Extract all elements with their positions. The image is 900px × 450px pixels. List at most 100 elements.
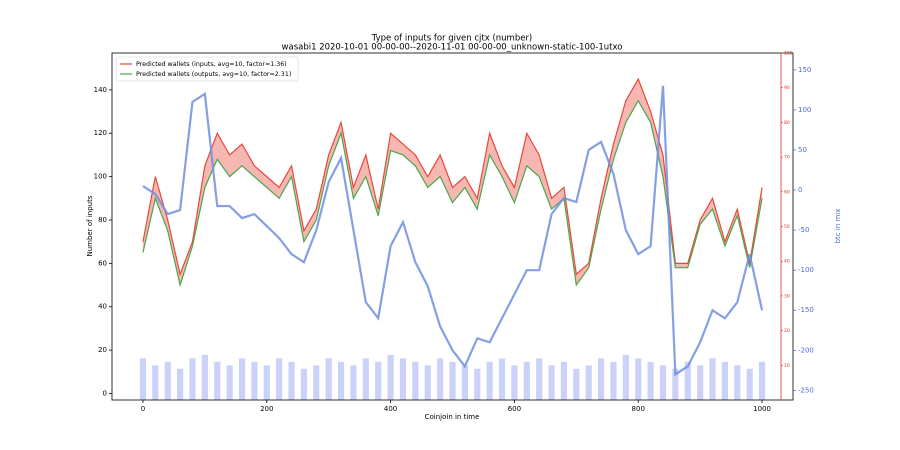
y3-tick-label: 50	[784, 224, 790, 230]
background-bar	[288, 361, 295, 400]
background-bar	[399, 358, 407, 400]
fill-between	[303, 209, 317, 242]
background-bar	[139, 358, 147, 400]
y3-tick-label: 40	[784, 259, 790, 265]
y3-tick-label: 30	[784, 293, 790, 299]
x-tick-label: 200	[260, 405, 273, 413]
fill-between	[217, 133, 230, 177]
y3-tick-label: 70	[784, 155, 790, 161]
background-bar	[424, 365, 431, 400]
y-tick-label: 20	[98, 346, 107, 354]
fill-between	[576, 263, 589, 286]
background-bar	[449, 361, 456, 400]
fill-between	[415, 154, 428, 188]
background-bar	[412, 361, 419, 400]
background-bar	[251, 361, 258, 400]
background-bar	[597, 358, 605, 400]
fill-between	[452, 176, 465, 203]
background-bar	[622, 354, 629, 400]
plot-frame	[111, 52, 794, 401]
fill-between	[390, 133, 403, 155]
fill-between	[353, 154, 366, 199]
fill-between	[489, 133, 503, 177]
x-tick-label: 600	[508, 405, 521, 413]
background-bar	[474, 368, 481, 400]
chart-subtitle: wasabi1 2020-10-01 00-00-00--2020-11-01 …	[282, 43, 623, 53]
y-tick-label: 60	[98, 259, 107, 267]
fill-between	[440, 154, 453, 203]
background-bar	[214, 361, 221, 400]
y3-tick-label: 80	[784, 120, 790, 126]
series-line	[142, 85, 764, 377]
fill-between	[464, 176, 478, 210]
background-bar	[635, 358, 642, 400]
y2-tick-label: 50	[798, 146, 807, 154]
background-bar	[746, 368, 753, 400]
background-bar	[276, 358, 283, 400]
x-tick-label: 800	[632, 405, 645, 413]
fill-between	[316, 154, 329, 220]
y-tick-label: 140	[94, 86, 107, 94]
background-bar	[177, 368, 184, 400]
fill-between	[514, 133, 527, 203]
x-axis-label: Coinjoin in time	[425, 413, 480, 421]
x-tick-label: 1000	[753, 405, 771, 413]
fill-between	[266, 176, 280, 199]
background-bar	[511, 365, 518, 400]
legend-label: Predicted wallets (inputs, avg=10, facto…	[136, 61, 287, 68]
fill-between	[402, 144, 416, 166]
background-bar	[350, 365, 357, 400]
y2-tick-label: 150	[798, 66, 811, 74]
background-bar	[375, 361, 382, 400]
y-tick-label: 100	[94, 173, 107, 181]
y2-tick-label: 100	[798, 106, 811, 114]
background-bar	[684, 361, 691, 400]
background-bar	[152, 365, 159, 400]
legend-box	[115, 56, 299, 82]
fill-between	[279, 165, 292, 199]
background-bar	[573, 368, 580, 400]
fill-between	[625, 79, 639, 123]
background-bar	[226, 365, 233, 400]
background-bar	[189, 358, 196, 400]
fill-between	[502, 165, 515, 203]
y2-tick-label: -50	[798, 226, 809, 234]
fill-between	[551, 187, 564, 210]
x-tick-label: 400	[384, 405, 397, 413]
background-bar	[585, 365, 592, 400]
background-bar	[548, 365, 555, 400]
y2-tick-label: -200	[798, 346, 814, 354]
background-bar	[201, 354, 208, 400]
background-bar	[610, 361, 617, 400]
y-tick-label: 0	[103, 389, 107, 397]
background-bar	[647, 361, 654, 400]
fill-between	[675, 263, 688, 268]
x-tick-label: 0	[141, 405, 145, 413]
legend: Predicted wallets (inputs, avg=10, facto…	[115, 56, 299, 82]
background-bar	[362, 358, 369, 400]
fill-between	[638, 79, 651, 123]
y-tick-label: 120	[94, 129, 107, 137]
y3-tick-label: 60	[784, 189, 790, 195]
background-bar	[709, 358, 716, 400]
background-bar	[461, 365, 468, 400]
background-bar	[325, 358, 332, 400]
fill-between	[650, 111, 663, 177]
y3-tick-label: 20	[784, 328, 790, 334]
legend-label: Predicted wallets (outputs, avg=10, fact…	[136, 71, 291, 78]
background-bar	[337, 361, 345, 400]
background-bar	[498, 358, 506, 400]
chart-title: Type of inputs for given cjtx (number)	[371, 34, 533, 44]
y3-tick-label: 100	[784, 51, 793, 57]
background-bar	[437, 358, 444, 400]
background-bar	[536, 358, 543, 400]
background-bar	[721, 361, 728, 400]
y2-tick-label: -150	[798, 306, 814, 314]
y3-tick-label: 10	[784, 363, 790, 369]
y-tick-label: 40	[98, 303, 107, 311]
y3-tick-label: 90	[784, 85, 790, 91]
series-line	[142, 99, 763, 288]
background-bar	[672, 368, 679, 400]
y2-axis-label: btc in mix	[834, 209, 842, 244]
